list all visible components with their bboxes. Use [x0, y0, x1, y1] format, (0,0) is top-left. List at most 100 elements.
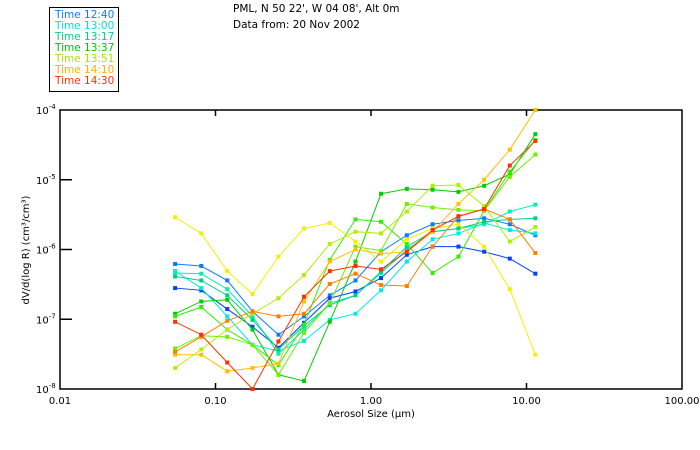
data-point — [533, 271, 538, 276]
data-point — [430, 222, 435, 227]
data-point — [507, 147, 512, 152]
data-point — [456, 218, 461, 223]
y-tick-base: 10 — [36, 246, 49, 257]
data-point — [482, 216, 487, 221]
data-point — [225, 327, 230, 332]
data-point — [276, 296, 281, 301]
data-point — [327, 296, 332, 301]
data-point — [456, 226, 461, 231]
data-point — [276, 254, 281, 259]
data-point — [173, 319, 178, 324]
data-point — [250, 309, 255, 314]
data-point — [173, 215, 178, 220]
data-point — [456, 189, 461, 194]
data-point — [379, 231, 384, 236]
legend-item-1430: Time 14:30 — [55, 75, 115, 87]
series-time-13-51 — [173, 183, 538, 371]
data-point — [482, 177, 487, 182]
data-point — [404, 244, 409, 249]
data-point — [276, 347, 281, 352]
data-point — [353, 289, 358, 294]
data-point — [199, 304, 204, 309]
data-point — [353, 271, 358, 276]
data-point — [353, 244, 358, 249]
data-point — [353, 247, 358, 252]
data-point — [379, 219, 384, 224]
data-point — [302, 311, 307, 316]
data-point — [327, 282, 332, 287]
data-point — [533, 108, 538, 112]
data-point — [225, 314, 230, 319]
data-point — [250, 387, 255, 391]
data-point — [379, 269, 384, 274]
data-point — [225, 287, 230, 292]
data-point — [379, 251, 384, 256]
data-point — [507, 287, 512, 292]
data-point — [379, 191, 384, 196]
data-point — [276, 361, 281, 366]
series-time-14-30 — [173, 138, 538, 391]
data-point — [327, 259, 332, 264]
data-point — [199, 299, 204, 304]
data-point — [327, 220, 332, 225]
data-point — [533, 231, 538, 236]
data-point — [353, 259, 358, 264]
data-point — [199, 264, 204, 269]
data-point — [250, 342, 255, 347]
y-axis-title: dV/d(log R) (cm³/cm³) — [21, 195, 32, 304]
data-point — [302, 379, 307, 384]
data-point — [482, 183, 487, 188]
data-point — [430, 228, 435, 233]
data-point — [482, 244, 487, 249]
location-title: PML, N 50 22', W 04 08', Alt 0m — [233, 3, 400, 15]
data-point — [507, 256, 512, 261]
data-point — [507, 172, 512, 177]
data-point — [379, 259, 384, 264]
data-point — [533, 132, 538, 137]
data-point — [225, 318, 230, 323]
y-tick-exponent: -4 — [49, 103, 57, 111]
x-tick-label: 0.01 — [49, 396, 71, 407]
data-point — [404, 252, 409, 257]
series-time-12-40 — [173, 216, 538, 337]
data-point — [353, 229, 358, 234]
data-point — [482, 249, 487, 254]
y-tick-base: 10 — [36, 385, 49, 396]
data-point — [456, 244, 461, 249]
data-point — [225, 360, 230, 365]
data-point — [250, 314, 255, 319]
data-point — [379, 267, 384, 272]
legend-item-1410: Time 14:10 — [55, 64, 115, 76]
data-point — [276, 332, 281, 337]
data-point — [173, 311, 178, 316]
data-point — [225, 297, 230, 302]
data-point — [353, 217, 358, 222]
data-point — [225, 369, 230, 374]
data-point — [250, 317, 255, 322]
data-point — [379, 282, 384, 287]
data-point — [482, 222, 487, 227]
data-point — [430, 271, 435, 276]
data-point — [507, 222, 512, 227]
y-tick-base: 10 — [36, 106, 49, 117]
data-point — [353, 293, 358, 298]
data-point — [404, 241, 409, 246]
legend-item-1337: Time 13:37 — [55, 42, 115, 54]
data-point — [353, 239, 358, 244]
data-point — [199, 271, 204, 276]
data-point — [276, 314, 281, 319]
series-unlabeled-9 — [173, 215, 538, 357]
data-point — [199, 347, 204, 352]
data-point — [276, 372, 281, 377]
data-point — [533, 216, 538, 221]
data-point — [302, 327, 307, 332]
legend-item-1240: Time 12:40 — [55, 9, 115, 21]
y-tick-base: 10 — [36, 315, 49, 326]
data-point — [199, 286, 204, 291]
data-point — [456, 207, 461, 212]
y-tick-base: 10 — [36, 176, 49, 187]
data-point — [430, 237, 435, 242]
data-point — [302, 322, 307, 327]
x-tick-label: 100.00 — [665, 396, 700, 407]
